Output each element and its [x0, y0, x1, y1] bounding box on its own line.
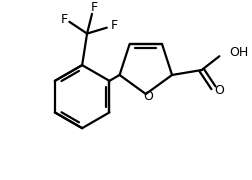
Text: F: F	[111, 19, 118, 32]
Text: F: F	[90, 1, 98, 14]
Text: O: O	[143, 91, 153, 104]
Text: O: O	[214, 84, 224, 97]
Text: F: F	[61, 13, 68, 26]
Text: OH: OH	[229, 46, 248, 59]
